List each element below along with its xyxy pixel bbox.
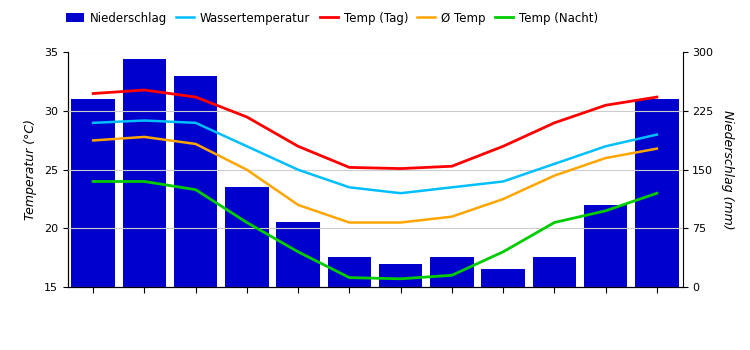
Bar [379, 264, 422, 287]
Bar [328, 257, 371, 287]
Bar [71, 99, 115, 287]
Bar [584, 205, 628, 287]
Bar [430, 257, 474, 287]
Y-axis label: Temperatur (°C): Temperatur (°C) [24, 119, 37, 220]
Bar [174, 76, 217, 287]
Legend: Niederschlag, Wassertemperatur, Temp (Tag), Ø Temp, Temp (Nacht): Niederschlag, Wassertemperatur, Temp (Ta… [62, 7, 602, 29]
Y-axis label: Niederschlag (mm): Niederschlag (mm) [722, 110, 734, 230]
Bar [122, 59, 166, 287]
Bar [276, 222, 320, 287]
Bar [635, 99, 679, 287]
Bar [532, 257, 576, 287]
Bar [482, 269, 525, 287]
Bar [225, 187, 268, 287]
